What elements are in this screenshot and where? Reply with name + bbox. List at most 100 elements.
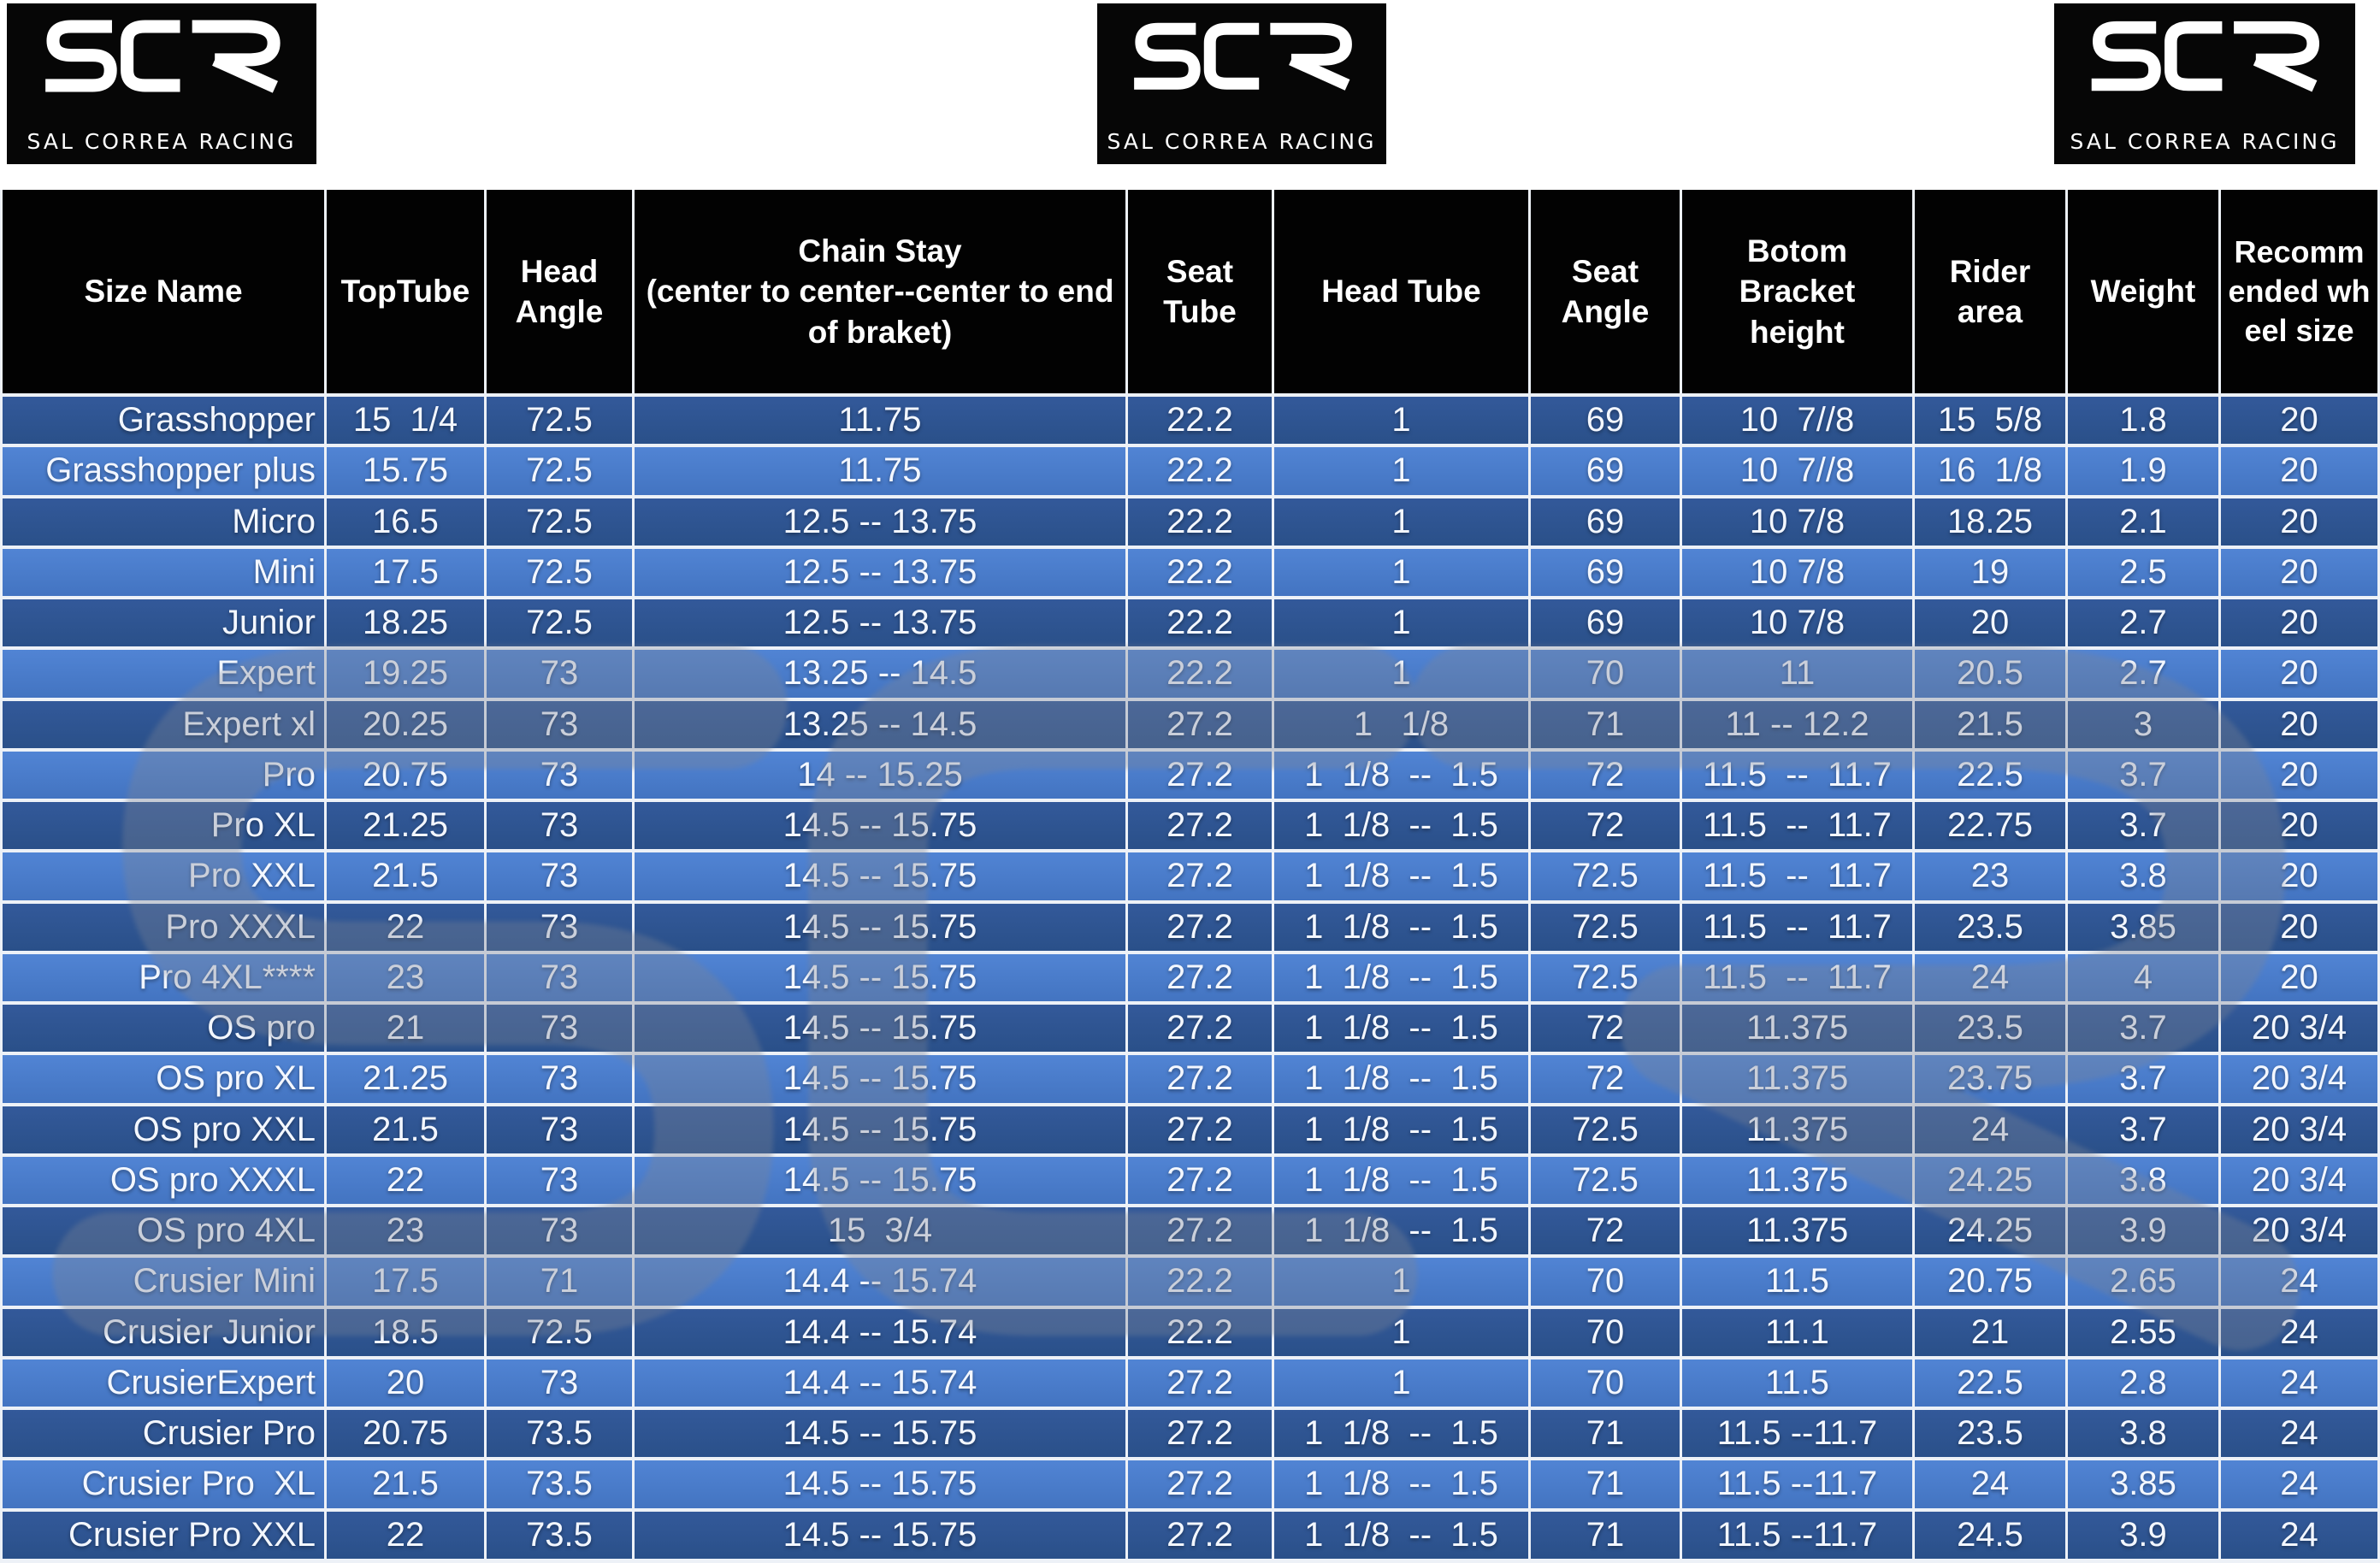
- spec-cell: 1 1/8 -- 1.5: [1274, 1410, 1528, 1458]
- spec-cell: 20: [2221, 599, 2377, 647]
- spec-cell: 21.5: [1915, 700, 2065, 748]
- spec-cell: 73: [487, 1005, 632, 1053]
- scr-mark-icon: [44, 20, 281, 93]
- spec-cell: 72.5: [1531, 903, 1680, 951]
- size-name-cell: OS pro XXXL: [3, 1156, 324, 1204]
- spec-cell: 22.2: [1128, 397, 1272, 445]
- spec-cell: 14.5 -- 15.75: [635, 802, 1125, 850]
- spec-cell: 72: [1531, 1207, 1680, 1255]
- spec-cell: 20 3/4: [2221, 1005, 2377, 1053]
- size-name-cell: Crusier Pro: [3, 1410, 324, 1458]
- size-name-cell: Pro 4XL****: [3, 953, 324, 1001]
- spec-cell: 11.5 -- 11.7: [1682, 751, 1912, 799]
- spec-cell: 14.5 -- 15.75: [635, 953, 1125, 1001]
- spec-cell: 10 7/8: [1682, 548, 1912, 596]
- spec-cell: 3.8: [2068, 1156, 2218, 1204]
- spec-cell: 73: [487, 1359, 632, 1407]
- spec-cell: 11.375: [1682, 1005, 1912, 1053]
- size-name-cell: Mini: [3, 548, 324, 596]
- spec-cell: 1: [1274, 1308, 1528, 1356]
- spec-cell: 72.5: [487, 599, 632, 647]
- size-name-cell: Micro: [3, 498, 324, 546]
- spec-cell: 2.65: [2068, 1258, 2218, 1306]
- spec-cell: 1: [1274, 397, 1528, 445]
- spec-cell: 69: [1531, 397, 1680, 445]
- spec-cell: 27.2: [1128, 1410, 1272, 1458]
- column-header-seat_angle: Seat Angle: [1531, 190, 1680, 393]
- spec-cell: 1 1/8 -- 1.5: [1274, 1460, 1528, 1508]
- spec-cell: 2.55: [2068, 1308, 2218, 1356]
- spec-cell: 24: [1915, 1106, 2065, 1153]
- spec-cell: 24: [2221, 1308, 2377, 1356]
- spec-cell: 23.5: [1915, 1005, 2065, 1053]
- spec-cell: 20: [2221, 650, 2377, 698]
- spec-cell: 20: [2221, 751, 2377, 799]
- spec-cell: 20 3/4: [2221, 1055, 2377, 1103]
- spec-cell: 27.2: [1128, 1460, 1272, 1508]
- spec-cell: 22.2: [1128, 650, 1272, 698]
- spec-cell: 27.2: [1128, 1005, 1272, 1053]
- spec-cell: 13.25 -- 14.5: [635, 700, 1125, 748]
- spec-cell: 3.7: [2068, 1106, 2218, 1153]
- scr-logo: SAL CORREA RACING: [7, 3, 316, 164]
- spec-cell: 73: [487, 852, 632, 900]
- spec-cell: 1 1/8 -- 1.5: [1274, 802, 1528, 850]
- spec-cell: 1 1/8: [1274, 700, 1528, 748]
- column-header-chain_stay: Chain Stay (center to center--center to e…: [635, 190, 1125, 393]
- spec-cell: 70: [1531, 650, 1680, 698]
- spec-cell: 18.25: [1915, 498, 2065, 546]
- spec-cell: 27.2: [1128, 700, 1272, 748]
- column-header-size_name: Size Name: [3, 190, 324, 393]
- spec-cell: 2.1: [2068, 498, 2218, 546]
- spec-cell: 70: [1531, 1258, 1680, 1306]
- spec-cell: 73: [487, 700, 632, 748]
- spec-cell: 18.5: [327, 1308, 484, 1356]
- spec-cell: 11.5 --11.7: [1682, 1460, 1912, 1508]
- spec-cell: 20 3/4: [2221, 1156, 2377, 1204]
- spec-cell: 22.2: [1128, 447, 1272, 495]
- spec-cell: 73: [487, 802, 632, 850]
- spec-cell: 1: [1274, 1359, 1528, 1407]
- spec-cell: 14.5 -- 15.75: [635, 852, 1125, 900]
- spec-cell: 12.5 -- 13.75: [635, 498, 1125, 546]
- spec-cell: 22.75: [1915, 802, 2065, 850]
- spec-cell: 71: [1531, 700, 1680, 748]
- size-name-cell: OS pro XXL: [3, 1106, 324, 1153]
- spec-cell: 22: [327, 1511, 484, 1559]
- spec-cell: 20: [1915, 599, 2065, 647]
- spec-cell: 72.5: [1531, 1106, 1680, 1153]
- spec-cell: 73: [487, 903, 632, 951]
- spec-cell: 22.2: [1128, 599, 1272, 647]
- spec-cell: 14.5 -- 15.75: [635, 1156, 1125, 1204]
- spec-cell: 14.5 -- 15.75: [635, 1410, 1125, 1458]
- spec-cell: 14.5 -- 15.75: [635, 903, 1125, 951]
- spec-cell: 3.7: [2068, 1005, 2218, 1053]
- spec-cell: 3.85: [2068, 1460, 2218, 1508]
- spec-cell: 1 1/8 -- 1.5: [1274, 1055, 1528, 1103]
- size-name-cell: Pro XXL: [3, 852, 324, 900]
- spec-cell: 73.5: [487, 1460, 632, 1508]
- column-header-top_tube: TopTube: [327, 190, 484, 393]
- spec-cell: 3.9: [2068, 1207, 2218, 1255]
- spec-cell: 11.5 -- 11.7: [1682, 852, 1912, 900]
- spec-cell: 11.75: [635, 447, 1125, 495]
- spec-cell: 3.7: [2068, 802, 2218, 850]
- spec-cell: 15 3/4: [635, 1207, 1125, 1255]
- spec-cell: 1 1/8 -- 1.5: [1274, 1005, 1528, 1053]
- spec-cell: 23: [327, 1207, 484, 1255]
- logo-tagline: SAL CORREA RACING: [27, 129, 297, 154]
- spec-cell: 1 1/8 -- 1.5: [1274, 1106, 1528, 1153]
- spec-cell: 1: [1274, 650, 1528, 698]
- spec-cell: 73: [487, 953, 632, 1001]
- spec-cell: 16.5: [327, 498, 484, 546]
- spec-cell: 23.5: [1915, 1410, 2065, 1458]
- spec-cell: 20: [327, 1359, 484, 1407]
- spec-cell: 14.5 -- 15.75: [635, 1460, 1125, 1508]
- spec-cell: 1 1/8 -- 1.5: [1274, 1207, 1528, 1255]
- spec-cell: 17.5: [327, 548, 484, 596]
- spec-cell: 3.9: [2068, 1511, 2218, 1559]
- spec-cell: 4: [2068, 953, 2218, 1001]
- column-header-bottom_bracket: Botom Bracket height: [1682, 190, 1912, 393]
- spec-cell: 20: [2221, 953, 2377, 1001]
